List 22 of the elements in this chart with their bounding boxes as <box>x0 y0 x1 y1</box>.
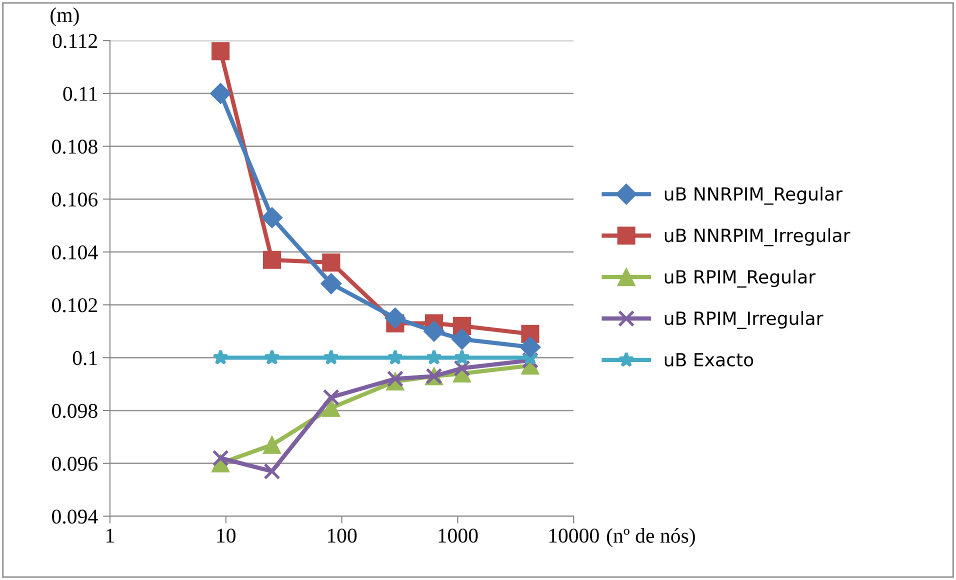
legend-label: uB NNRPIM_Irregular <box>664 228 850 246</box>
y-tick-label: 0.1 <box>72 351 97 366</box>
x-tick-label: 100 <box>328 528 357 543</box>
y-tick-label: 0.098 <box>52 404 98 418</box>
y-tick-label: 0.096 <box>52 456 98 471</box>
x-axis-title: (nº de nós) <box>606 528 695 548</box>
y-tick-label: 0.108 <box>52 140 98 154</box>
y-tick-label: 0.102 <box>52 298 97 312</box>
legend-label: uB RPIM_Irregular <box>664 311 824 330</box>
y-tick-label: 0.11 <box>63 86 97 101</box>
y-tick-label: 0.106 <box>52 192 98 207</box>
y-tick-label: 0.094 <box>52 510 98 524</box>
x-tick-label: 1000 <box>438 528 478 543</box>
legend-label: uB Exacto <box>664 353 754 367</box>
legend-label: uB RPIM_Regular <box>664 270 816 288</box>
x-tick-label: 10000 <box>549 528 599 543</box>
y-tick-label: 0.104 <box>52 245 98 260</box>
x-tick-label: 10 <box>217 528 236 543</box>
y-axis-title: (m) <box>50 7 79 26</box>
y-tick-label: 0.112 <box>52 34 97 48</box>
legend-label: uB NNRPIM_Regular <box>664 186 843 205</box>
x-tick-label: 1 <box>106 528 114 542</box>
